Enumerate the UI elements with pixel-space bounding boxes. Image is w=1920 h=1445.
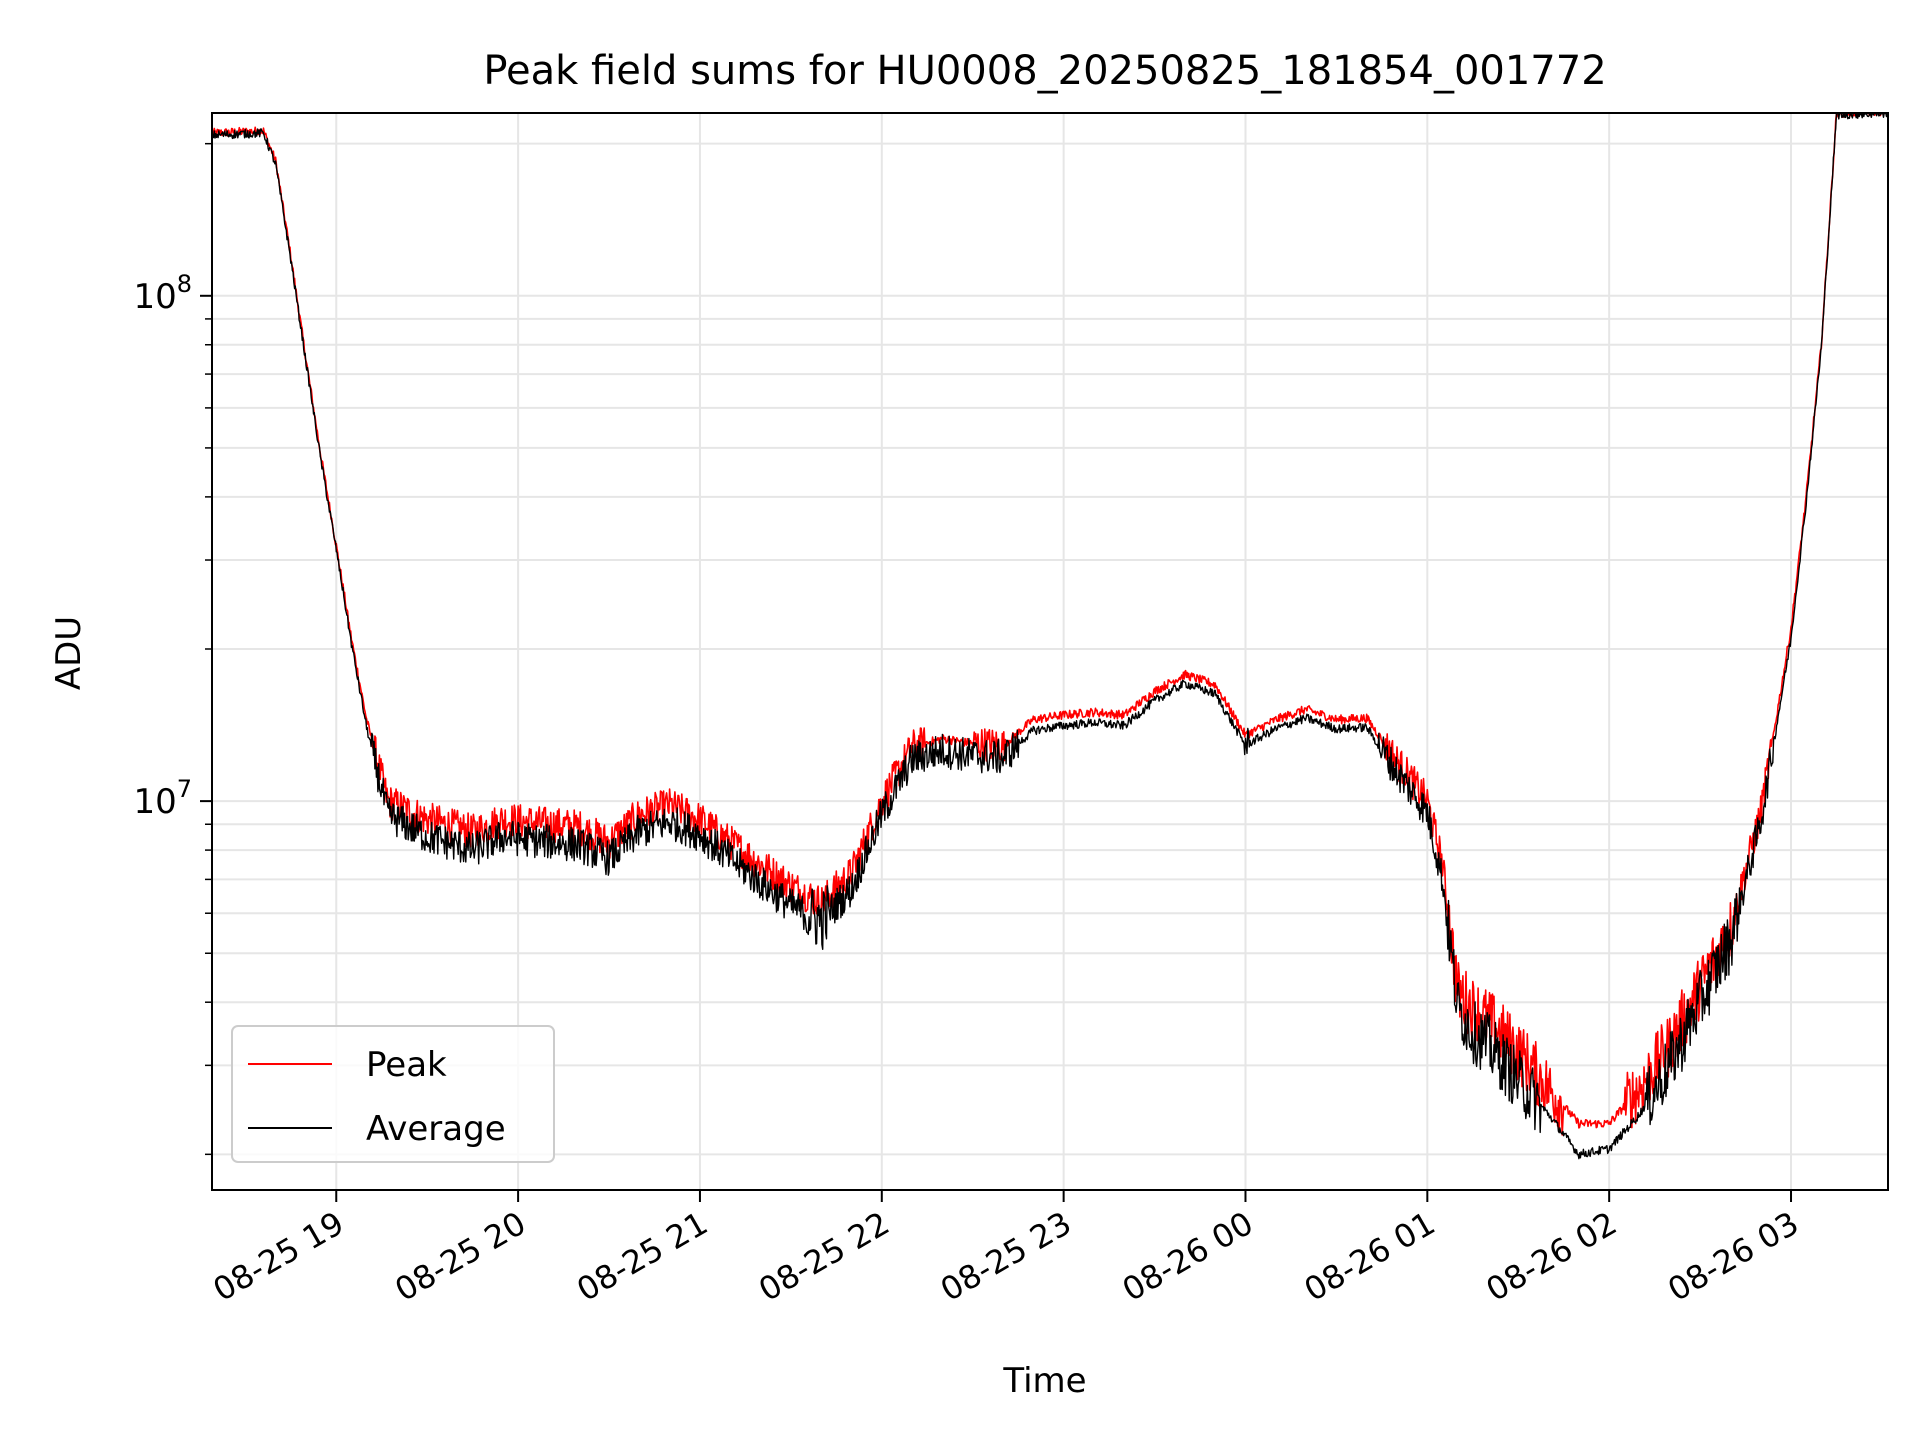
legend-label-average: Average xyxy=(366,1109,506,1149)
y-tick-base: 10 xyxy=(133,277,176,317)
plot-frame xyxy=(211,112,1889,1191)
chart-title: Peak field sums for HU0008_20250825_1818… xyxy=(483,48,1606,94)
y-tick-exponent: 8 xyxy=(177,270,192,298)
y-tick-label: 107 xyxy=(133,775,192,822)
y-tick-base: 10 xyxy=(133,782,176,822)
y-tick-exponent: 7 xyxy=(177,775,192,803)
grid xyxy=(212,113,1888,1190)
series-line-average xyxy=(211,112,1888,1160)
legend-label-peak: Peak xyxy=(366,1045,447,1085)
legend: Peak Average xyxy=(231,1025,555,1163)
plot-area xyxy=(211,112,1888,1160)
x-axis-label: Time xyxy=(1002,1361,1086,1401)
y-axis-label: ADU xyxy=(49,616,89,690)
y-tick-label: 108 xyxy=(133,270,192,317)
